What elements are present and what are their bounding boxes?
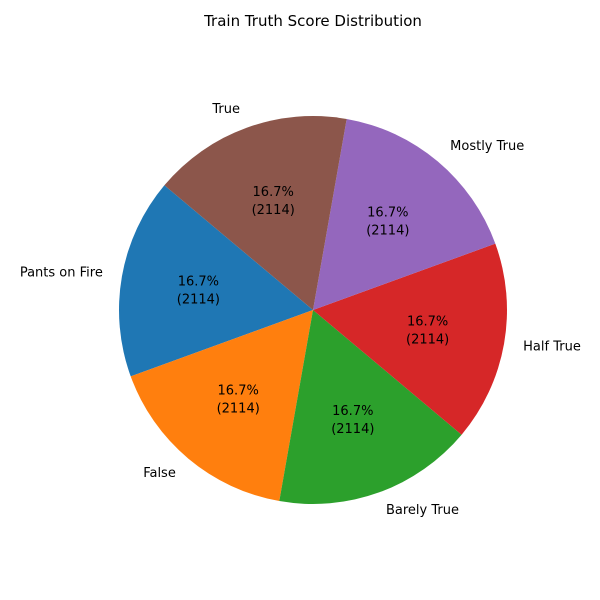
slice-count-false: (2114) <box>217 402 260 417</box>
slice-percent-mostly-true: 16.7% <box>367 205 408 220</box>
slice-percent-pants-on-fire: 16.7% <box>178 274 219 289</box>
slice-label-half-true: Half True <box>523 340 581 355</box>
pie-slice-half-true <box>313 243 507 435</box>
slice-percent-false: 16.7% <box>218 384 259 399</box>
slice-percent-barely-true: 16.7% <box>332 404 373 419</box>
slice-count-true: (2114) <box>252 203 295 218</box>
slice-label-true: True <box>211 102 240 117</box>
slice-count-pants-on-fire: (2114) <box>177 292 220 307</box>
pie-slice-mostly-true <box>313 118 496 310</box>
pie-slice-false <box>130 310 313 502</box>
slice-label-false: False <box>143 466 176 481</box>
slice-percent-half-true: 16.7% <box>407 315 448 330</box>
pie-slice-true <box>164 116 347 311</box>
slice-count-mostly-true: (2114) <box>366 223 409 238</box>
slice-count-half-true: (2114) <box>406 333 449 348</box>
slice-count-barely-true: (2114) <box>331 422 374 437</box>
slice-label-barely-true: Barely True <box>386 503 459 518</box>
slices-layer <box>119 116 507 504</box>
pie-slice-barely-true <box>279 310 462 504</box>
pie-slice-pants-on-fire <box>119 185 314 377</box>
slice-percent-true: 16.7% <box>253 185 294 200</box>
chart-title: Train Truth Score Distribution <box>203 12 422 30</box>
labels-layer: Pants on Fire 16.7% (2114) False 16.7% (2114)… <box>20 102 581 518</box>
slice-label-pants-on-fire: Pants on Fire <box>20 265 103 280</box>
slice-label-mostly-true: Mostly True <box>450 139 524 154</box>
